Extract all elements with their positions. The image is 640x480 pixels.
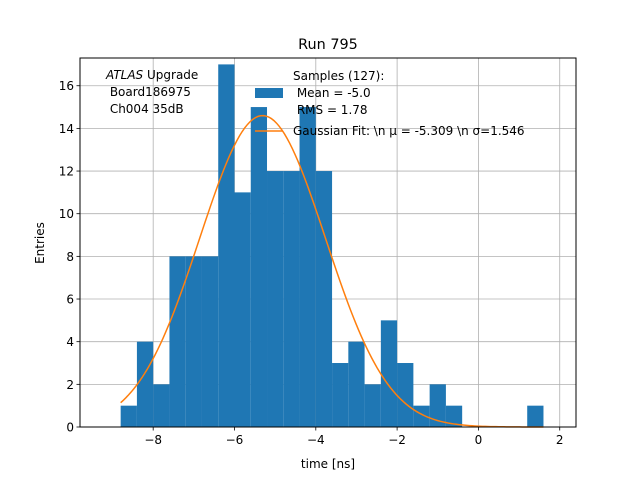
gaussian-fit-curve xyxy=(120,114,544,428)
histogram-bar xyxy=(380,320,398,427)
legend-rms: RMS = 1.78 xyxy=(293,103,368,117)
histogram-bar xyxy=(397,363,414,427)
upgrade-label: Upgrade xyxy=(143,68,198,82)
annotation-channel: Ch004 35dB xyxy=(106,102,184,116)
histogram-bar xyxy=(153,384,170,427)
histogram-bar xyxy=(283,171,300,427)
legend-fit-label: Gaussian Fit: \n μ = -5.309 \n σ=1.546 xyxy=(293,124,525,138)
y-tick-label: 4 xyxy=(66,335,74,349)
y-tick-label: 12 xyxy=(59,165,74,179)
x-axis-label: time [ns] xyxy=(301,457,355,471)
atlas-label: ATLAS xyxy=(105,68,144,82)
legend-swatch-samples xyxy=(255,88,283,98)
legend-mean: Mean = -5.0 xyxy=(293,86,371,100)
chart-title: Run 795 xyxy=(298,37,358,53)
x-tick-label: −8 xyxy=(144,433,162,447)
atlas-annotation: ATLAS Upgrade Board186975 Ch004 35dB xyxy=(105,68,198,116)
histogram-bar xyxy=(413,405,430,427)
y-tick-label: 2 xyxy=(66,378,74,392)
annotation-line-1: ATLAS Upgrade xyxy=(105,68,198,82)
legend: Samples (127): Mean = -5.0 RMS = 1.78 Ga… xyxy=(255,69,525,138)
histogram-bar xyxy=(185,256,202,427)
histogram-bar xyxy=(169,256,186,427)
y-tick-label: 6 xyxy=(66,293,74,307)
annotation-board: Board186975 xyxy=(106,85,191,99)
histogram-bar xyxy=(445,405,463,427)
x-tick-label: −2 xyxy=(388,433,406,447)
histogram-bar xyxy=(218,64,235,428)
histogram-bar xyxy=(348,341,365,427)
x-tick-label: −6 xyxy=(226,433,244,447)
x-axis-ticks: −8 −6 −4 −2 0 2 xyxy=(144,427,564,447)
x-tick-label: −4 xyxy=(307,433,325,447)
histogram-bar xyxy=(234,192,251,427)
y-tick-label: 16 xyxy=(59,79,74,93)
histogram-bar xyxy=(136,341,154,427)
x-tick-label: 2 xyxy=(556,433,564,447)
y-tick-label: 10 xyxy=(59,207,74,221)
histogram-bar xyxy=(267,171,284,427)
y-axis-ticks: 0 2 4 6 8 10 12 14 16 xyxy=(59,79,80,435)
legend-samples-label: Samples (127): xyxy=(293,69,384,83)
histogram-bar xyxy=(299,107,316,427)
histogram-bar xyxy=(527,405,544,427)
histogram-bar xyxy=(332,363,349,427)
histogram-bar xyxy=(250,107,268,427)
histogram-bar xyxy=(201,256,219,427)
histogram-bar xyxy=(120,405,137,427)
y-tick-label: 8 xyxy=(66,250,74,264)
histogram-bar xyxy=(429,384,446,427)
plot-frame xyxy=(79,57,577,428)
y-axis-label: Entries xyxy=(33,222,47,264)
y-tick-label: 14 xyxy=(59,122,74,136)
histogram-bar xyxy=(364,384,381,427)
histogram-bar xyxy=(315,171,333,427)
x-tick-label: 0 xyxy=(475,433,483,447)
y-tick-label: 0 xyxy=(66,421,74,435)
